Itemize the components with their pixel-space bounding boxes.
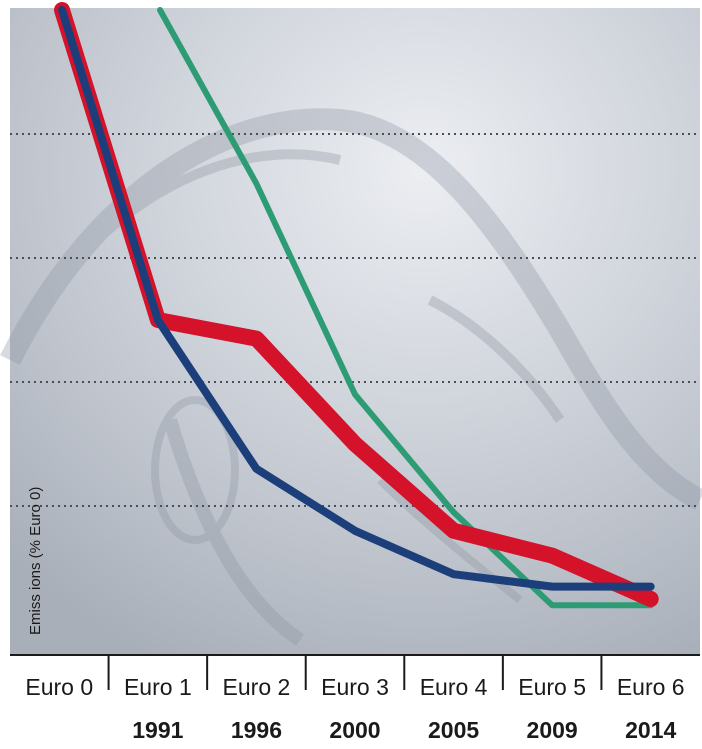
x-year-label: 2005 [428,717,479,743]
y-axis-title: Emiss ions (% Euro 0) [27,487,44,635]
x-tick-label: Euro 3 [321,674,389,700]
x-year-label: 2014 [625,717,676,743]
x-year-label: 2000 [329,717,380,743]
plot-background [10,8,700,654]
x-tick-label: Euro 2 [223,674,291,700]
x-tick-label: Euro 0 [25,674,93,700]
x-year-label: 2009 [527,717,578,743]
x-tick-label: Euro 6 [617,674,685,700]
x-year-label: 1991 [132,717,183,743]
x-axis-labels: Euro 0 Euro 1 1991 Euro 2 1996 Euro 3 2000 Euro… [25,674,684,743]
x-tick-label: Euro 4 [420,674,488,700]
x-tick-label: Euro 5 [518,674,586,700]
x-tick-label: Euro 1 [124,674,192,700]
x-year-label: 1996 [231,717,282,743]
